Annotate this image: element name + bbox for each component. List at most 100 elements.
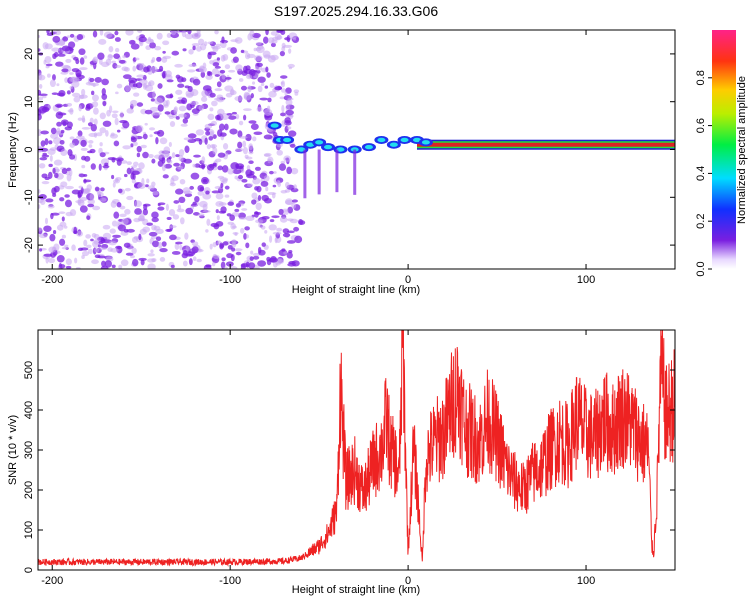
noise-dot bbox=[251, 81, 256, 85]
noise-dot bbox=[87, 203, 95, 208]
noise-dot bbox=[285, 99, 293, 106]
noise-dot bbox=[265, 186, 269, 192]
noise-dot bbox=[108, 45, 114, 53]
noise-dot bbox=[91, 233, 97, 238]
noise-dot bbox=[61, 168, 68, 175]
colorbar-tick-label: 0.0 bbox=[695, 261, 707, 276]
noise-dot bbox=[100, 187, 105, 192]
noise-dot bbox=[216, 81, 222, 88]
noise-dot bbox=[80, 147, 88, 151]
noise-dot bbox=[71, 80, 80, 88]
signal-blob-core bbox=[421, 140, 430, 145]
noise-dot bbox=[45, 198, 54, 203]
noise-dot bbox=[130, 137, 137, 143]
noise-dot bbox=[194, 138, 202, 142]
noise-dot bbox=[285, 109, 294, 116]
noise-dot bbox=[162, 100, 169, 107]
noise-dot bbox=[119, 205, 126, 210]
noise-dot bbox=[48, 140, 53, 145]
noise-dot bbox=[186, 103, 193, 111]
noise-dot bbox=[86, 103, 94, 109]
noise-dot bbox=[232, 56, 239, 63]
noise-dot bbox=[187, 133, 197, 139]
noise-dot bbox=[140, 259, 145, 266]
noise-dot bbox=[289, 143, 296, 148]
noise-dot bbox=[89, 193, 95, 202]
noise-dot bbox=[273, 171, 277, 174]
noise-dot bbox=[164, 70, 172, 78]
noise-dot bbox=[159, 256, 166, 262]
noise-dot bbox=[280, 190, 288, 194]
noise-dot bbox=[209, 107, 214, 112]
noise-dot bbox=[226, 112, 233, 116]
noise-dot bbox=[174, 63, 183, 68]
noise-dot bbox=[238, 120, 244, 126]
noise-dot bbox=[138, 36, 147, 43]
noise-dot bbox=[175, 89, 183, 95]
snr-frame bbox=[37, 329, 676, 571]
noise-dot bbox=[73, 230, 78, 235]
noise-dot bbox=[150, 98, 156, 102]
noise-dot bbox=[75, 58, 80, 65]
signal-blob-core bbox=[270, 123, 279, 128]
noise-dot bbox=[238, 78, 244, 82]
noise-dot bbox=[39, 157, 48, 161]
noise-dot bbox=[55, 168, 61, 172]
noise-dot bbox=[39, 84, 43, 89]
noise-dot bbox=[73, 96, 81, 103]
noise-dot bbox=[122, 120, 130, 129]
noise-dot bbox=[224, 185, 230, 190]
noise-dot bbox=[269, 235, 273, 243]
noise-dot bbox=[224, 123, 229, 131]
noise-dot bbox=[125, 84, 131, 92]
noise-dot bbox=[265, 66, 269, 73]
noise-dot bbox=[188, 63, 197, 68]
signal-blob-core bbox=[297, 147, 306, 152]
noise-dot bbox=[235, 203, 242, 208]
noise-dot bbox=[181, 30, 187, 38]
noise-dot bbox=[258, 222, 262, 228]
noise-dot bbox=[56, 83, 60, 87]
noise-dot bbox=[110, 132, 115, 137]
noise-dot bbox=[286, 251, 293, 259]
noise-dot bbox=[222, 165, 229, 173]
noise-dot bbox=[126, 167, 132, 175]
noise-dot bbox=[284, 117, 291, 124]
noise-dot bbox=[131, 258, 139, 267]
spectrogram-y-tick-label: 0 bbox=[23, 146, 35, 152]
noise-dot bbox=[155, 228, 164, 234]
noise-dot bbox=[250, 93, 255, 99]
noise-dot bbox=[115, 91, 119, 95]
noise-dot bbox=[151, 217, 159, 223]
noise-dot bbox=[182, 48, 187, 52]
noise-dot bbox=[206, 218, 211, 226]
noise-dot bbox=[97, 244, 102, 248]
noise-dot bbox=[38, 48, 41, 52]
noise-dot bbox=[267, 97, 272, 103]
noise-dot bbox=[267, 158, 272, 164]
noise-dot bbox=[38, 89, 42, 96]
noise-dot bbox=[247, 183, 254, 188]
noise-dot bbox=[169, 120, 176, 128]
noise-dot bbox=[235, 165, 243, 170]
noise-dot bbox=[65, 265, 72, 269]
noise-dot bbox=[177, 83, 185, 88]
noise-dot bbox=[204, 123, 213, 130]
noise-dot bbox=[39, 248, 43, 252]
noise-dot bbox=[208, 136, 214, 141]
noise-dot bbox=[281, 104, 285, 113]
noise-dot bbox=[280, 75, 288, 79]
noise-dot bbox=[168, 156, 172, 160]
noise-dot bbox=[161, 241, 167, 247]
noise-dot bbox=[270, 42, 276, 48]
noise-dot bbox=[56, 224, 64, 231]
signal-streak bbox=[303, 149, 307, 199]
noise-dot bbox=[283, 210, 289, 215]
noise-dot bbox=[252, 252, 261, 257]
noise-dot bbox=[240, 85, 248, 91]
spectrogram-x-label: Height of straight line (km) bbox=[292, 284, 420, 296]
noise-dot bbox=[115, 157, 124, 162]
noise-dot bbox=[192, 78, 201, 86]
noise-dot bbox=[154, 45, 162, 51]
noise-dot bbox=[149, 39, 154, 44]
